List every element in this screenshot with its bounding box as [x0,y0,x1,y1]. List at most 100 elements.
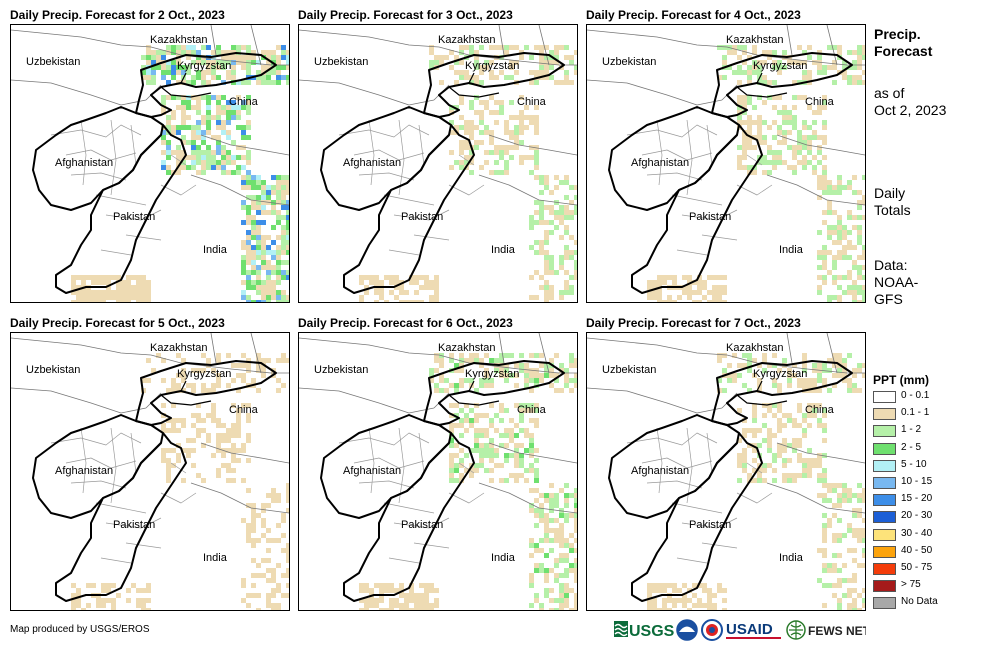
legend-label: 15 - 20 [901,493,933,505]
country-border [766,134,865,206]
label-china: China [229,404,259,416]
kyrgyzstan-outline [135,52,277,118]
region-border [160,380,212,406]
pakistan-outline [631,124,763,294]
side-asof-line: Oct 2, 2023 [874,102,947,118]
country-border [478,442,577,514]
legend-title: PPT (mm) [873,373,930,387]
legend-swatch [873,459,896,472]
label-india: India [491,552,516,564]
country-border [498,25,550,66]
pakistan-outline [343,432,475,602]
nws-icon [700,617,724,643]
side-daily: Daily Totals [874,185,911,219]
map-credit: Map produced by USGS/EROS [10,624,150,635]
legend-swatch [873,545,896,558]
label-kyrgyzstan: Kyrgyzstan [753,60,807,72]
panel-title: Daily Precip. Forecast for 6 Oct., 2023 [298,316,513,330]
label-uzbekistan: Uzbekistan [26,364,80,376]
panel-title: Daily Precip. Forecast for 5 Oct., 2023 [10,316,225,330]
legend-swatch [873,563,896,575]
label-uzbekistan: Uzbekistan [26,56,80,68]
label-india: India [203,552,228,564]
label-china: China [229,96,259,108]
label-uzbekistan: Uzbekistan [602,56,656,68]
legend-swatch [873,528,896,541]
legend-label: 40 - 50 [901,544,933,556]
legend-label: 20 - 30 [901,510,933,522]
country-border [766,442,865,514]
province-border [50,119,197,256]
legend-label: 10 - 15 [901,476,933,487]
side-data-line: GFS [874,291,903,307]
region-border [448,72,500,98]
side-daily-line: Daily [874,185,906,201]
kyrgyzstan-outline [711,52,853,118]
label-afghanistan: Afghanistan [343,465,401,477]
label-kazakhstan: Kazakhstan [726,34,783,46]
kyrgyzstan-outline [135,360,277,426]
side-asof: as of Oct 2, 2023 [874,85,946,119]
legend-label: > 75 [901,579,921,591]
legend-swatch [873,597,896,610]
region-border [736,72,788,98]
side-daily-line: Totals [874,202,911,218]
province-border [626,119,773,256]
legend-swatch [873,477,896,489]
fewsnet-logo-text: FEWS NET [808,624,866,638]
region-border [160,72,212,98]
label-pakistan: Pakistan [113,211,155,223]
label-afghanistan: Afghanistan [55,157,113,169]
label-uzbekistan: Uzbekistan [602,364,656,376]
legend-swatch [873,442,896,455]
kyrgyzstan-outline [423,52,565,118]
pakistan-outline [55,124,187,294]
province-border [338,119,485,256]
precip-cells [359,45,577,302]
side-data-line: NOAA- [874,274,919,290]
legend-label: 0.1 - 1 [901,407,930,419]
side-title-line: Forecast [874,43,933,59]
panel-title: Daily Precip. Forecast for 2 Oct., 2023 [10,8,225,22]
label-uzbekistan: Uzbekistan [314,56,368,68]
kyrgyzstan-outline [711,360,853,426]
usaid-logo-text: USAID [726,621,773,638]
legend-label: 0 - 0.1 [901,390,930,401]
label-uzbekistan: Uzbekistan [314,364,368,376]
pakistan-outline [55,432,187,602]
forecast-map: Kazakhstan Uzbekistan Kyrgyzstan China Afgha… [586,332,866,611]
precip-cells [71,45,289,302]
label-india: India [779,244,804,256]
country-border [786,25,838,66]
label-china: China [517,404,547,416]
country-border [210,333,262,374]
label-kyrgyzstan: Kyrgyzstan [753,368,807,380]
precip-cells [359,353,577,610]
panel-title: Daily Precip. Forecast for 7 Oct., 2023 [586,316,801,330]
label-kyrgyzstan: Kyrgyzstan [465,60,519,72]
legend-swatch [873,425,896,438]
legend-label: 1 - 2 [901,424,922,436]
label-pakistan: Pakistan [401,211,443,223]
province-border [50,427,197,564]
label-kazakhstan: Kazakhstan [438,34,495,46]
usgs-logo-text: USGS [629,623,675,640]
label-india: India [491,244,516,256]
country-border [190,134,289,206]
country-border [786,333,838,374]
fewsnet-logo: FEWS NET [786,617,871,643]
panel-title: Daily Precip. Forecast for 3 Oct., 2023 [298,8,513,22]
region-border [736,380,788,406]
panel-title: Daily Precip. Forecast for 4 Oct., 2023 [586,8,801,22]
legend-swatch [873,511,896,524]
pakistan-outline [343,124,475,294]
side-data-line: Data: [874,257,908,273]
legend-label: 2 - 5 [901,441,922,453]
label-afghanistan: Afghanistan [631,157,689,169]
kyrgyzstan-outline [423,360,565,426]
legend-label: 50 - 75 [901,562,933,573]
forecast-map: Kazakhstan Uzbekistan Kyrgyzstan China Afgha… [586,24,866,303]
label-pakistan: Pakistan [689,519,731,531]
side-title: Precip. Forecast [874,26,932,60]
label-pakistan: Pakistan [689,211,731,223]
